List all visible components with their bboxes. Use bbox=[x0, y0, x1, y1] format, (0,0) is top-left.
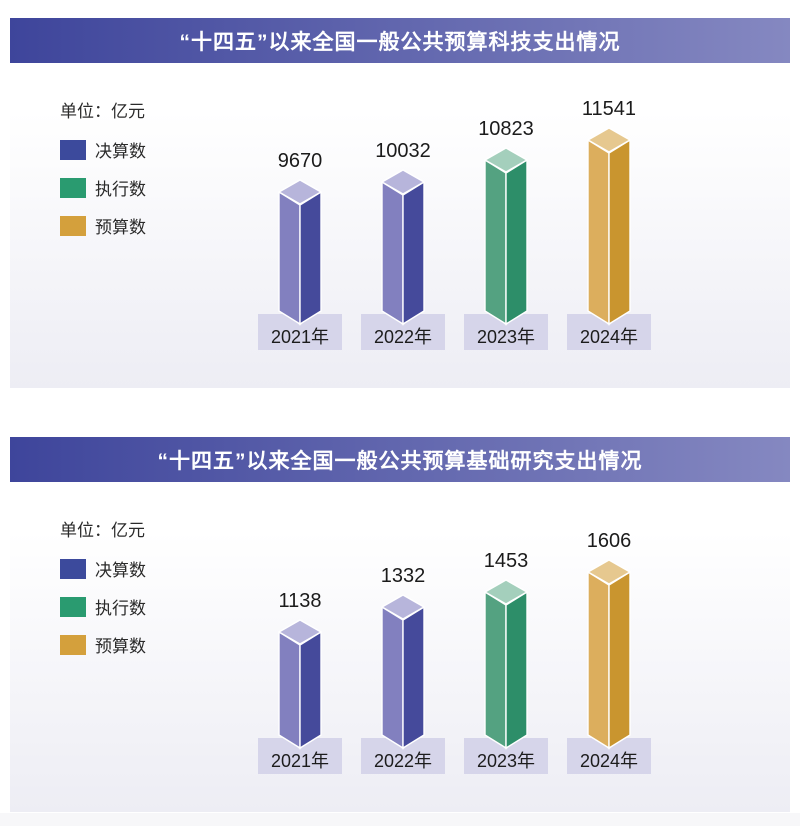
category-label: 2024年 bbox=[567, 738, 651, 774]
chart-body: 单位：亿元 决算数 执行数 预算数 9670 2021年 10032 2022年 108… bbox=[10, 63, 790, 388]
bar-3d-column bbox=[278, 619, 322, 749]
category-label: 2021年 bbox=[258, 738, 342, 774]
chart-panel-basic-research-spending: “十四五”以来全国一般公共预算基础研究支出情况 单位：亿元 决算数 执行数 预算… bbox=[10, 437, 790, 812]
legend-label: 预算数 bbox=[95, 218, 146, 237]
legend-item-executed: 执行数 bbox=[60, 175, 146, 200]
bar-group: 10823 2023年 bbox=[464, 118, 548, 350]
bar-3d-column bbox=[278, 179, 322, 325]
legend-item-final: 决算数 bbox=[60, 556, 146, 581]
bar-value-label: 1332 bbox=[380, 565, 426, 587]
legend-label: 决算数 bbox=[95, 561, 146, 580]
bar-3d-column bbox=[587, 127, 631, 325]
legend-label: 决算数 bbox=[95, 142, 146, 161]
bar-value-label: 11541 bbox=[581, 98, 637, 120]
bar-group: 1332 2022年 bbox=[361, 565, 445, 774]
legend-item-final: 决算数 bbox=[60, 137, 146, 162]
chart-title-bar: “十四五”以来全国一般公共预算科技支出情况 bbox=[10, 18, 790, 63]
legend-swatch-budget bbox=[60, 215, 86, 236]
legend-swatch-executed bbox=[60, 596, 86, 617]
chart-panel-tech-spending: “十四五”以来全国一般公共预算科技支出情况 单位：亿元 决算数 执行数 预算数 … bbox=[10, 18, 790, 388]
bar-group: 1138 2021年 bbox=[258, 590, 342, 774]
bar-value-label: 1453 bbox=[483, 550, 529, 572]
legend: 决算数 执行数 预算数 bbox=[60, 137, 146, 251]
bar-group: 11541 2024年 bbox=[567, 98, 651, 350]
bar-3d-column bbox=[484, 579, 528, 749]
bar-3d-column bbox=[587, 559, 631, 749]
bar-group: 1453 2023年 bbox=[464, 550, 548, 774]
legend: 决算数 执行数 预算数 bbox=[60, 556, 146, 670]
bar-group: 9670 2021年 bbox=[258, 150, 342, 350]
legend-swatch-final bbox=[60, 558, 86, 579]
bar-3d-column bbox=[381, 169, 425, 325]
category-label: 2023年 bbox=[464, 738, 548, 774]
bar-3d-column bbox=[381, 594, 425, 749]
legend-label: 执行数 bbox=[95, 180, 146, 199]
bar-value-label: 1138 bbox=[278, 590, 322, 612]
bar-group: 1606 2024年 bbox=[567, 530, 651, 774]
bars-area: 9670 2021年 10032 2022年 10823 2023年 11541 2024年 bbox=[258, 98, 651, 350]
legend-swatch-final bbox=[60, 139, 86, 160]
bar-value-label: 10823 bbox=[478, 118, 534, 140]
bars-area: 1138 2021年 1332 2022年 1453 2023年 1606 2024年 bbox=[258, 530, 651, 774]
bar-group: 10032 2022年 bbox=[361, 140, 445, 350]
bar-3d-column bbox=[484, 147, 528, 325]
bar-value-label: 10032 bbox=[375, 140, 431, 162]
legend-label: 预算数 bbox=[95, 637, 146, 656]
legend-item-budget: 预算数 bbox=[60, 213, 146, 238]
bar-value-label: 9670 bbox=[277, 150, 323, 172]
legend-label: 执行数 bbox=[95, 599, 146, 618]
unit-label: 单位：亿元 bbox=[60, 102, 145, 121]
chart-body: 单位：亿元 决算数 执行数 预算数 1138 2021年 1332 2022年 1453… bbox=[10, 482, 790, 812]
chart-title: “十四五”以来全国一般公共预算基础研究支出情况 bbox=[157, 449, 643, 473]
legend-item-executed: 执行数 bbox=[60, 594, 146, 619]
legend-swatch-executed bbox=[60, 177, 86, 198]
bar-value-label: 1606 bbox=[586, 530, 632, 552]
chart-title: “十四五”以来全国一般公共预算科技支出情况 bbox=[179, 30, 621, 54]
legend-swatch-budget bbox=[60, 634, 86, 655]
page-bottom-strip bbox=[0, 813, 800, 826]
legend-item-budget: 预算数 bbox=[60, 632, 146, 657]
chart-title-bar: “十四五”以来全国一般公共预算基础研究支出情况 bbox=[10, 437, 790, 482]
unit-label: 单位：亿元 bbox=[60, 521, 145, 540]
